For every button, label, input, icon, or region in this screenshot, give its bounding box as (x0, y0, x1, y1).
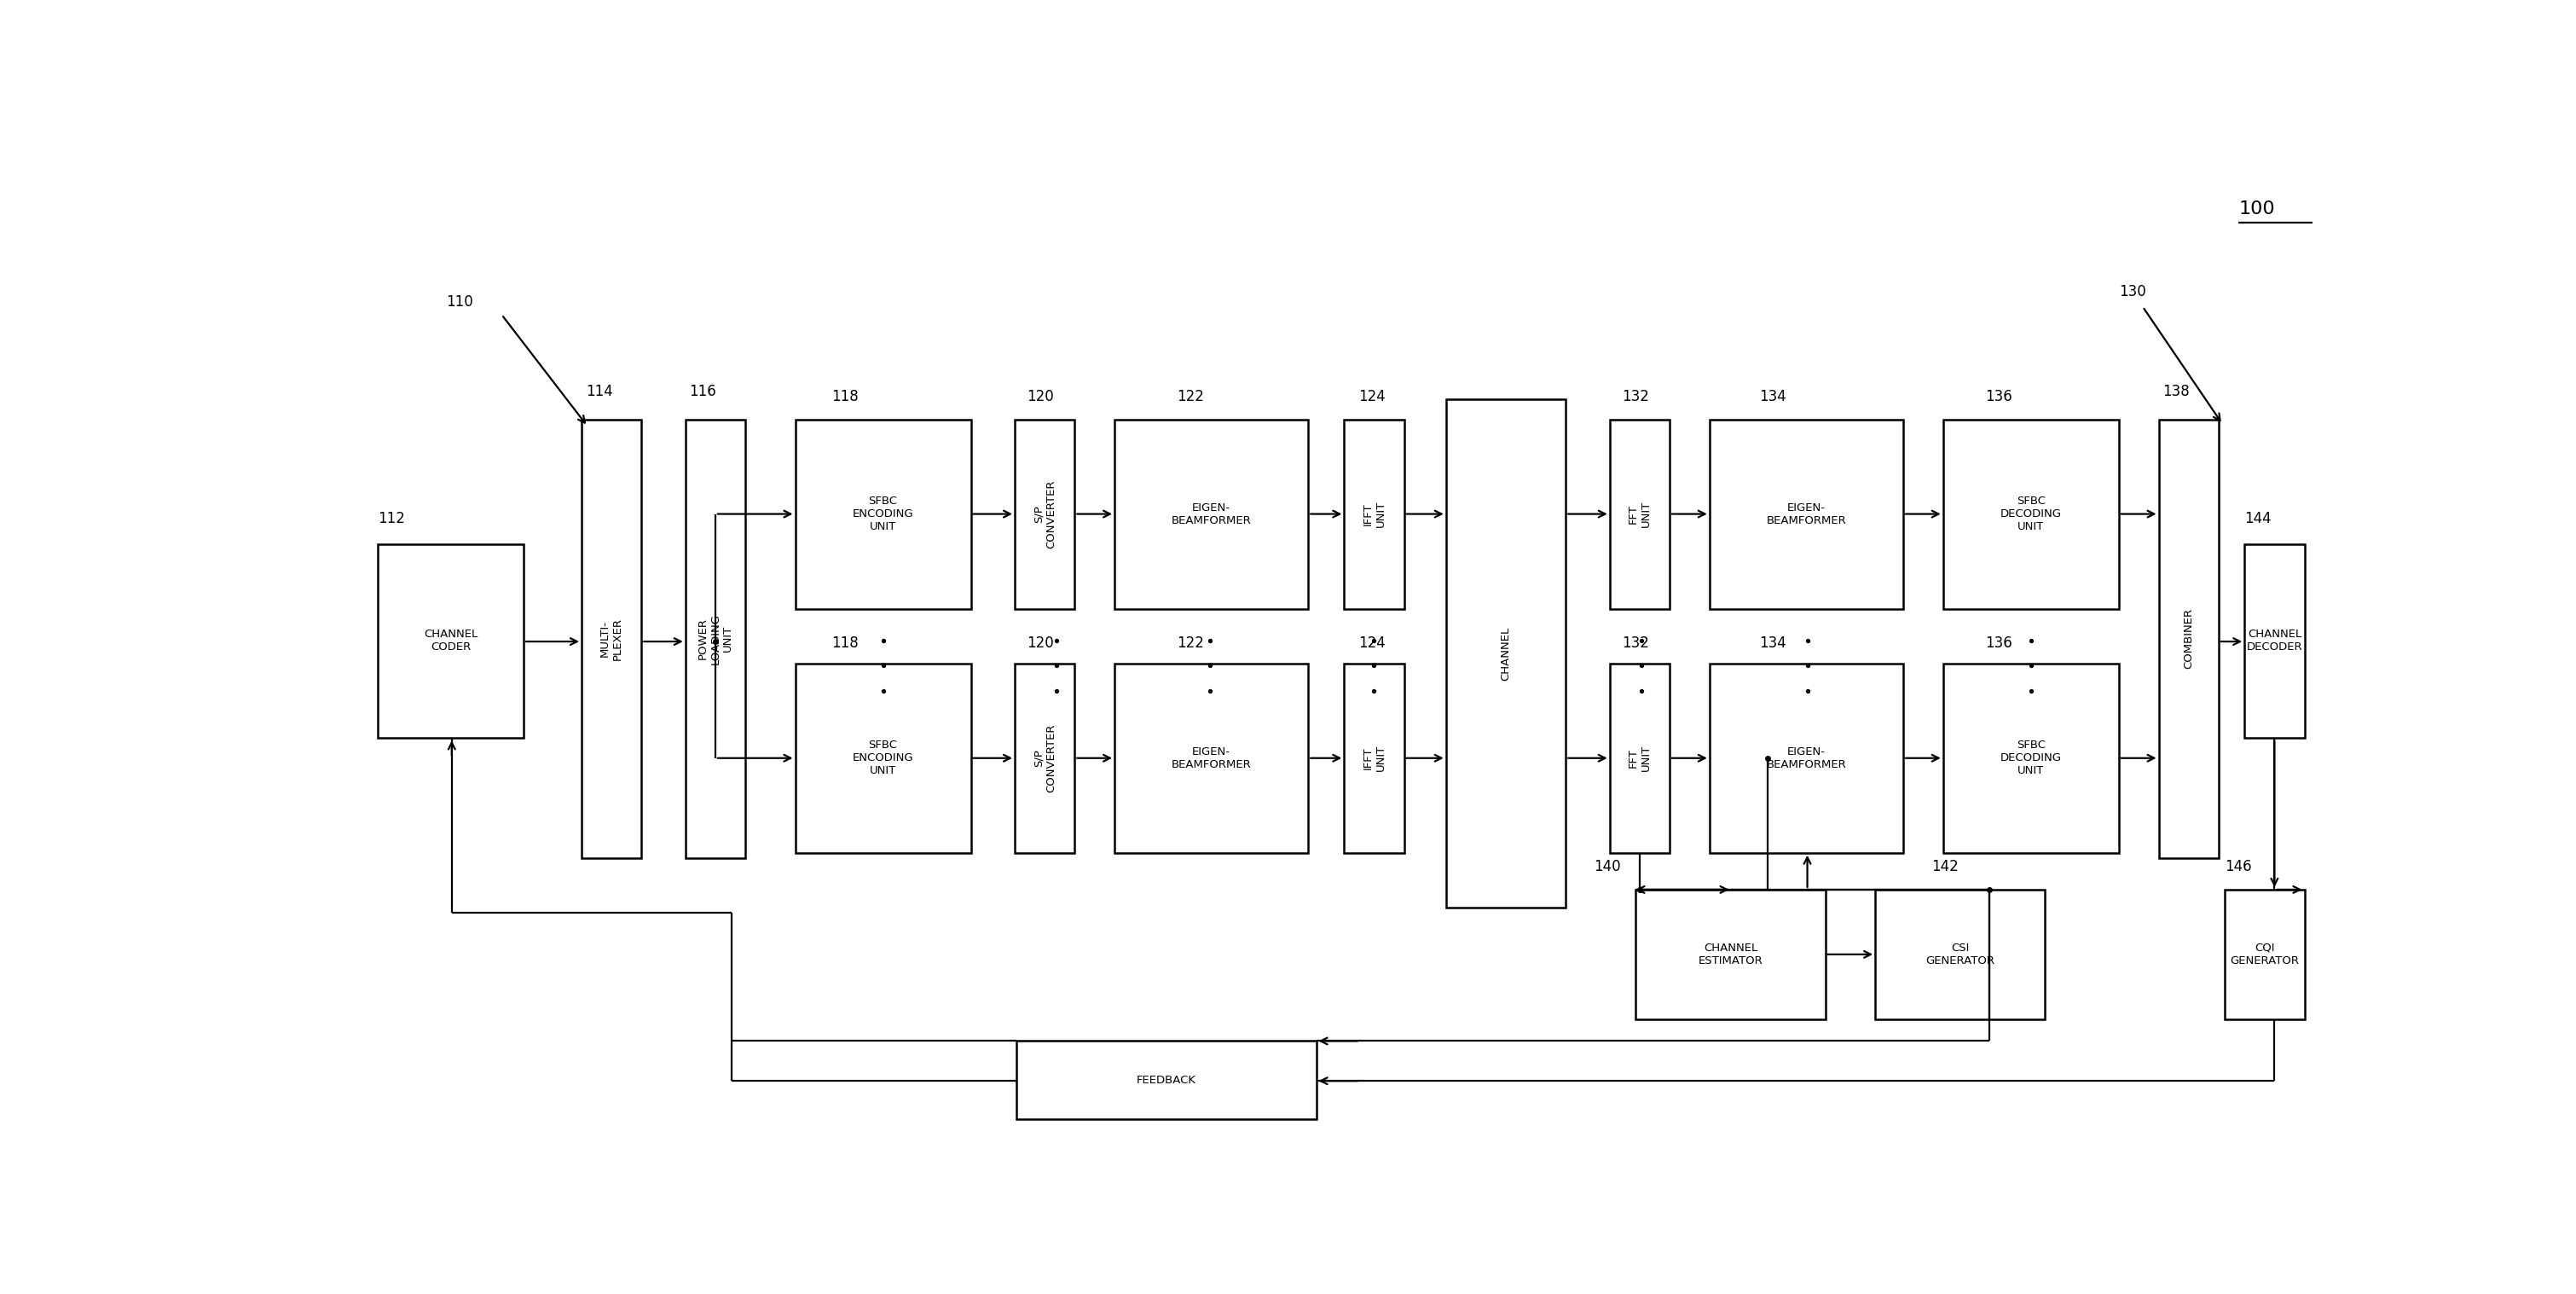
Text: CHANNEL
CODER: CHANNEL CODER (425, 629, 477, 653)
Text: CSI
GENERATOR: CSI GENERATOR (1924, 942, 1994, 967)
Text: IFFT
UNIT: IFFT UNIT (1363, 501, 1386, 527)
Text: EIGEN-
BEAMFORMER: EIGEN- BEAMFORMER (1767, 747, 1847, 770)
FancyBboxPatch shape (685, 419, 744, 858)
FancyBboxPatch shape (1018, 1042, 1316, 1119)
Text: FEEDBACK: FEEDBACK (1136, 1074, 1195, 1086)
FancyBboxPatch shape (1942, 664, 2117, 853)
Text: CQI
GENERATOR: CQI GENERATOR (2231, 942, 2298, 967)
FancyBboxPatch shape (1710, 419, 1904, 608)
Text: SFBC
ENCODING
UNIT: SFBC ENCODING UNIT (853, 496, 914, 532)
FancyBboxPatch shape (379, 543, 523, 738)
Text: 134: 134 (1759, 635, 1788, 651)
Text: S/P
CONVERTER: S/P CONVERTER (1033, 480, 1056, 549)
FancyBboxPatch shape (796, 419, 971, 608)
Text: 136: 136 (1986, 389, 2012, 405)
FancyBboxPatch shape (1610, 419, 1669, 608)
Text: 100: 100 (2239, 201, 2275, 217)
Text: 114: 114 (585, 384, 613, 400)
Text: 130: 130 (2117, 285, 2146, 300)
Text: 146: 146 (2226, 859, 2251, 875)
FancyBboxPatch shape (582, 419, 641, 858)
Text: COMBINER: COMBINER (2182, 608, 2195, 669)
FancyBboxPatch shape (2244, 543, 2306, 738)
Text: 122: 122 (1177, 389, 1203, 405)
FancyBboxPatch shape (1015, 664, 1074, 853)
Text: 144: 144 (2244, 511, 2272, 525)
Text: 116: 116 (690, 384, 716, 400)
Text: 120: 120 (1028, 389, 1054, 405)
Text: 110: 110 (446, 294, 474, 309)
Text: POWER
LOADING
UNIT: POWER LOADING UNIT (698, 613, 734, 664)
Text: 132: 132 (1623, 389, 1649, 405)
FancyBboxPatch shape (2159, 419, 2218, 858)
Text: 142: 142 (1932, 859, 1958, 875)
Text: 120: 120 (1028, 635, 1054, 651)
Text: IFFT
UNIT: IFFT UNIT (1363, 745, 1386, 771)
Text: 140: 140 (1595, 859, 1620, 875)
FancyBboxPatch shape (1115, 419, 1309, 608)
FancyBboxPatch shape (1610, 664, 1669, 853)
FancyBboxPatch shape (1015, 419, 1074, 608)
Text: 112: 112 (379, 511, 404, 525)
FancyBboxPatch shape (2226, 889, 2306, 1020)
FancyBboxPatch shape (1115, 664, 1309, 853)
Text: 118: 118 (832, 635, 858, 651)
Text: EIGEN-
BEAMFORMER: EIGEN- BEAMFORMER (1767, 502, 1847, 525)
Text: 136: 136 (1986, 635, 2012, 651)
Text: 124: 124 (1358, 635, 1386, 651)
Text: FFT
UNIT: FFT UNIT (1628, 501, 1651, 527)
Text: 132: 132 (1623, 635, 1649, 651)
Text: SFBC
DECODING
UNIT: SFBC DECODING UNIT (1999, 740, 2061, 776)
Text: 122: 122 (1177, 635, 1203, 651)
FancyBboxPatch shape (1942, 419, 2117, 608)
Text: 118: 118 (832, 389, 858, 405)
Text: 138: 138 (2164, 384, 2190, 400)
Text: FFT
UNIT: FFT UNIT (1628, 745, 1651, 771)
Text: EIGEN-
BEAMFORMER: EIGEN- BEAMFORMER (1172, 747, 1252, 770)
Text: 134: 134 (1759, 389, 1788, 405)
Text: MULTI-
PLEXER: MULTI- PLEXER (600, 617, 623, 660)
FancyBboxPatch shape (1345, 419, 1404, 608)
FancyBboxPatch shape (796, 664, 971, 853)
Text: SFBC
DECODING
UNIT: SFBC DECODING UNIT (1999, 496, 2061, 532)
Text: EIGEN-
BEAMFORMER: EIGEN- BEAMFORMER (1172, 502, 1252, 525)
FancyBboxPatch shape (1710, 664, 1904, 853)
Text: 124: 124 (1358, 389, 1386, 405)
Text: SFBC
ENCODING
UNIT: SFBC ENCODING UNIT (853, 740, 914, 776)
Text: CHANNEL
ESTIMATOR: CHANNEL ESTIMATOR (1698, 942, 1762, 967)
FancyBboxPatch shape (1875, 889, 2045, 1020)
FancyBboxPatch shape (1345, 664, 1404, 853)
Text: CHANNEL: CHANNEL (1499, 626, 1512, 681)
Text: CHANNEL
DECODER: CHANNEL DECODER (2246, 629, 2303, 653)
FancyBboxPatch shape (1636, 889, 1826, 1020)
FancyBboxPatch shape (1445, 400, 1566, 907)
Text: S/P
CONVERTER: S/P CONVERTER (1033, 723, 1056, 792)
